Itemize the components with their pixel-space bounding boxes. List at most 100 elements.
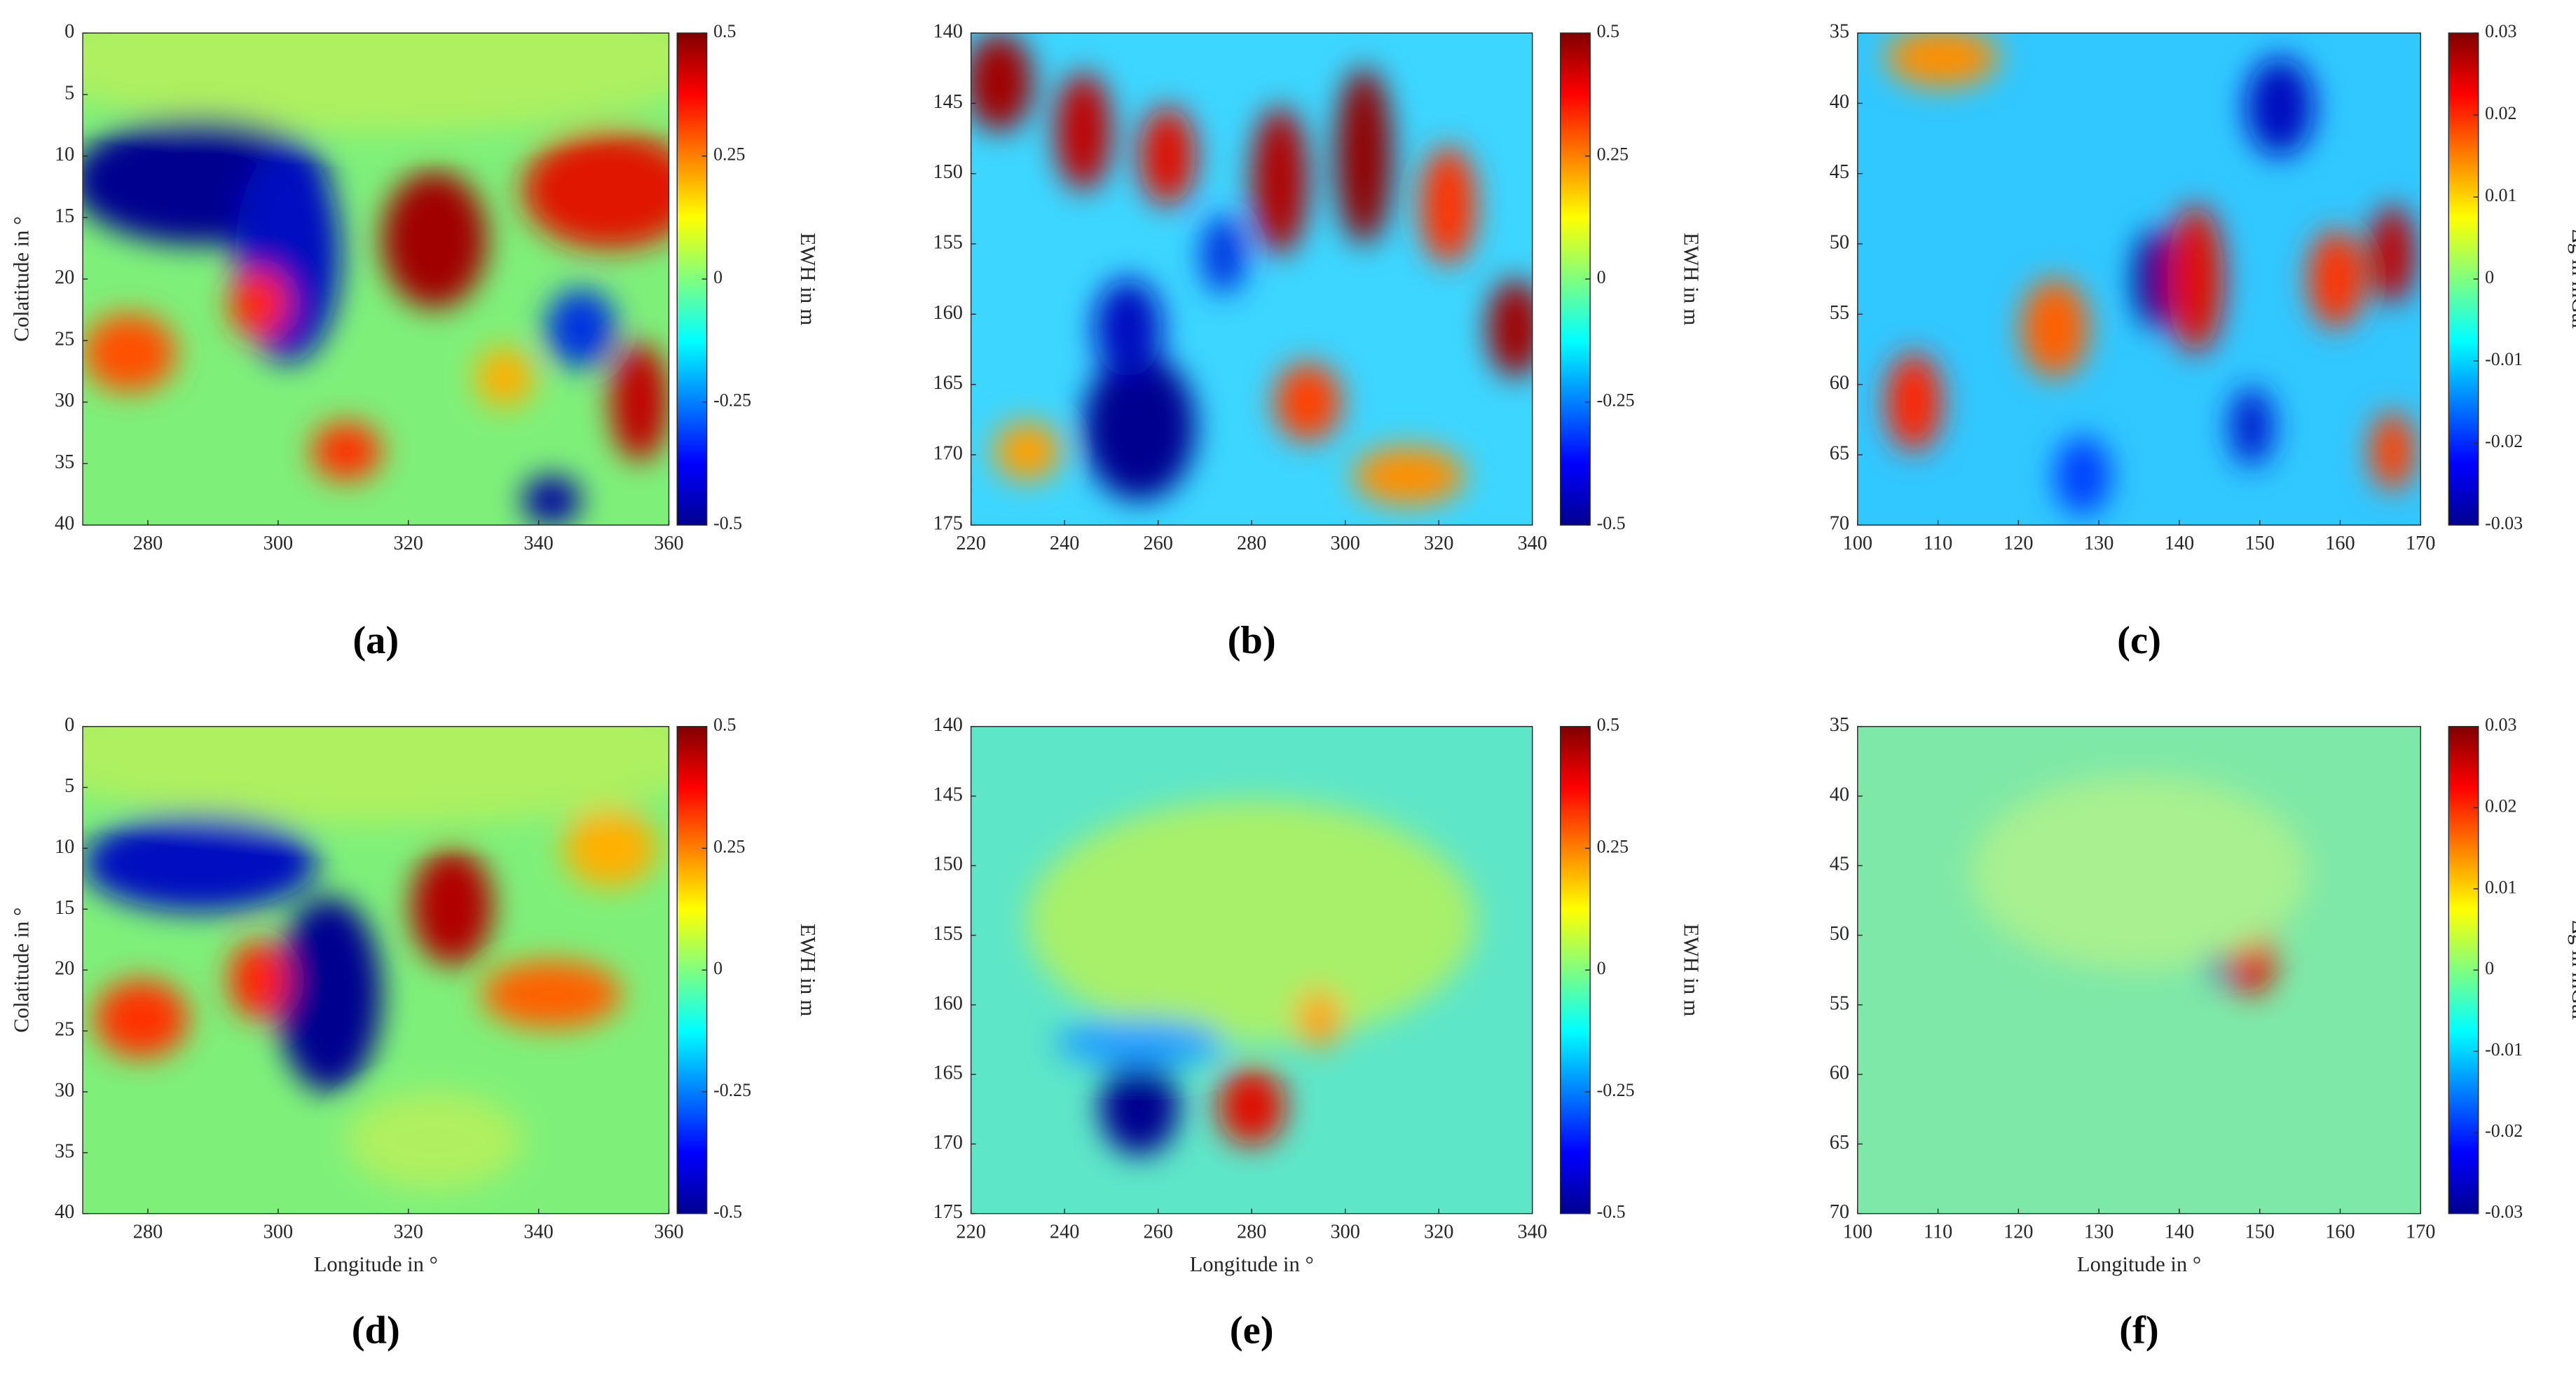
field-feature: [1139, 107, 1196, 205]
colorbar-tick-label: 0: [1597, 958, 1606, 978]
x-tick-label: 240: [1050, 1221, 1079, 1243]
field-feature: [83, 313, 177, 392]
panel-label: (f): [2119, 1309, 2158, 1353]
panel: 280 300 320 340 360 0 5 10 15 20 25 30 35 40 Longitude…: [9, 714, 820, 1353]
colorbar-tick-label: -0.5: [1597, 1202, 1626, 1222]
heatmap-field: [83, 33, 669, 526]
field-feature: [1055, 72, 1111, 191]
y-tick-label: 25: [55, 328, 74, 350]
colorbar-tick-label: 0.03: [2485, 21, 2516, 41]
y-tick-label: 145: [933, 784, 962, 805]
colorbar-label: Δg in mGal: [2568, 920, 2576, 1020]
x-tick-label: 340: [1517, 533, 1547, 554]
colorbar-tick-label: -0.25: [1597, 1080, 1635, 1100]
field-feature: [1886, 33, 1999, 88]
panel-label: (b): [1228, 619, 1276, 662]
x-tick-label: 120: [2003, 1221, 2033, 1243]
y-tick-label: 40: [1830, 91, 1849, 113]
colorbar-tick-label: 0.02: [2485, 103, 2516, 123]
y-tick-label: 30: [55, 390, 74, 411]
colorbar-label: EWH in m: [796, 233, 820, 326]
field-feature: [475, 348, 535, 407]
colorbar-tick-label: -0.03: [2485, 1202, 2523, 1222]
field-feature: [1420, 146, 1477, 265]
field-feature: [1055, 1018, 1224, 1068]
x-tick-label: 340: [523, 533, 553, 554]
field-blobs: [1970, 775, 2308, 994]
x-tick-label: 360: [654, 533, 683, 554]
y-tick-label: 170: [933, 1132, 962, 1154]
y-tick-label: 160: [933, 992, 962, 1014]
x-tick-label: 110: [1924, 1221, 1952, 1243]
y-tick-label: 15: [55, 205, 74, 227]
x-tick-label: 220: [956, 533, 985, 554]
heatmap-field: [971, 33, 1533, 526]
y-tick-label: 140: [933, 714, 962, 736]
x-tick-label: 170: [2406, 533, 2435, 554]
y-tick-label: 45: [1830, 854, 1849, 875]
field-feature: [971, 33, 1033, 132]
x-axis-label: Longitude in °: [2077, 1252, 2201, 1276]
x-tick-label: 360: [654, 1221, 683, 1243]
x-tick-label: 280: [1237, 1221, 1266, 1243]
y-tick-label: 50: [1830, 232, 1849, 254]
panel: 100 110 120 130 140 150 160 170 35 40 45 50 55 60 65 70…: [1830, 21, 2576, 662]
field-feature: [94, 980, 189, 1058]
colorbar-tick-label: 0.25: [713, 836, 745, 856]
y-tick-label: 40: [55, 1201, 74, 1223]
x-tick-label: 130: [2084, 533, 2113, 554]
y-tick-label: 60: [1830, 1062, 1849, 1084]
x-tick-label: 240: [1050, 533, 1079, 554]
x-tick-label: 160: [2325, 1221, 2355, 1243]
x-tick-label: 170: [2406, 1221, 2435, 1243]
field-feature: [83, 726, 669, 824]
colorbar-tick-label: 0.25: [1597, 144, 1629, 165]
plot-frame: [1857, 32, 2421, 526]
x-tick-label: 150: [2245, 533, 2274, 554]
field-feature: [381, 170, 488, 309]
x-tick-label: 320: [394, 1221, 423, 1243]
y-tick-label: 55: [1830, 302, 1849, 324]
x-tick-label: 130: [2084, 1221, 2113, 1243]
y-tick-label: 30: [55, 1079, 74, 1101]
colorbar-tick-label: -0.5: [713, 1202, 742, 1222]
colorbar-tick-label: -0.25: [713, 1080, 751, 1100]
colorbar-tick-label: 0.25: [1597, 836, 1629, 856]
panel: 100 110 120 130 140 150 160 170 35 40 45 50 55 60 65 70…: [1830, 714, 2576, 1353]
panel: 220 240 260 280 300 320 340 140 145 150 155 160 165 1…: [933, 714, 1703, 1353]
field-feature: [346, 1091, 523, 1189]
x-tick-label: 260: [1143, 533, 1172, 554]
colorbar-label: EWH in m: [1679, 924, 1703, 1017]
y-axis-label: Colatitude in °: [9, 217, 33, 342]
field-feature: [522, 131, 669, 250]
field-feature: [481, 960, 622, 1029]
x-tick-label: 220: [956, 1221, 985, 1243]
panel-label: (c): [2117, 619, 2161, 662]
panel-label: (e): [1230, 1309, 1274, 1353]
colorbar-tick-label: -0.02: [2485, 431, 2523, 451]
heatmap-field: [1857, 726, 2421, 1214]
field-feature: [2167, 205, 2224, 353]
field-feature: [1970, 775, 2308, 971]
y-tick-label: 40: [1830, 784, 1849, 805]
x-tick-label: 280: [133, 1221, 163, 1243]
x-tick-label: 300: [1330, 1221, 1359, 1243]
heatmap-field: [83, 726, 669, 1214]
x-tick-label: 160: [2325, 533, 2355, 554]
x-tick-label: 140: [2165, 533, 2194, 554]
x-tick-label: 260: [1143, 1221, 1172, 1243]
field-blobs: [83, 33, 669, 526]
colorbar-tick-label: 0.03: [2485, 715, 2516, 735]
field-feature: [2369, 205, 2416, 304]
colorbar-tick-label: 0: [713, 267, 722, 287]
colorbar-label: EWH in m: [796, 924, 820, 1017]
field-feature: [2308, 229, 2364, 329]
field-feature: [2020, 279, 2089, 378]
field-feature: [1352, 446, 1465, 506]
y-tick-label: 145: [933, 91, 962, 113]
y-tick-label: 155: [933, 232, 962, 254]
field-feature: [1099, 1058, 1179, 1156]
y-tick-label: 0: [64, 21, 74, 43]
